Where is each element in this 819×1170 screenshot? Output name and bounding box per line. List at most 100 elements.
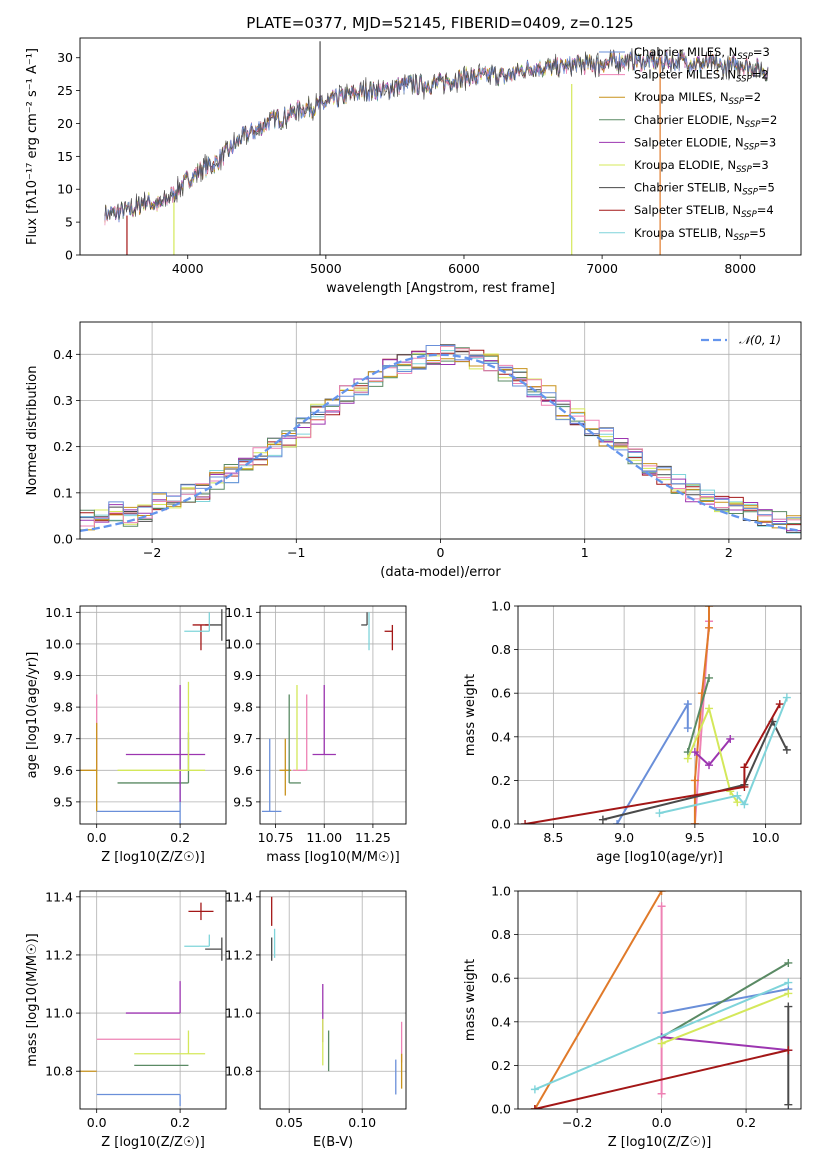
x-tick-label: 8.5 [543,830,563,845]
x-tick-label: 7000 [586,261,618,276]
y-tick-label: 9.6 [53,763,73,778]
x-axis-label: Z [log10(Z/Z☉)] [608,1135,712,1150]
data-point [293,694,308,771]
spectrum-line [104,48,769,221]
y-tick-label: 11.4 [225,889,253,904]
histogram-step [80,351,801,532]
x-tick-label: 10.0 [752,830,780,845]
y-tick-label: 10.1 [45,605,73,620]
series-line [659,697,788,815]
y-axis-label: Normed distribution [25,366,40,496]
data-marker [613,820,622,824]
x-tick-label: 11.25 [355,830,391,845]
y-axis-label: mass weight [463,674,478,756]
y-tick-label: 9.5 [53,794,73,809]
x-tick-label: 4000 [172,261,204,276]
y-tick-label: 9.6 [233,763,253,778]
data-marker [683,724,692,733]
y-tick-label: 0.1 [53,485,73,500]
legend-entry: Kroupa ELODIE, NSSP=3 [634,158,769,175]
y-tick-label: 11.0 [45,1006,73,1021]
data-point [134,1030,206,1055]
plot-area [521,606,791,824]
axes-frame [79,321,802,540]
y-tick-label: 1.0 [491,599,511,614]
data-point [188,902,214,921]
y-tick-label: 0.2 [491,1058,511,1073]
figure-title: PLATE=0377, MJD=52145, FIBERID=0409, z=0… [246,14,633,32]
x-tick-label: 0.10 [348,1115,376,1130]
plot-area [80,344,801,534]
x-tick-label: −0.2 [562,1115,592,1130]
data-marker [690,820,699,824]
data-marker [683,754,692,763]
axes-frame [79,37,802,256]
y-tick-label: 9.8 [233,700,253,715]
y-axis-label: Flux [fλ10⁻¹⁷ erg cm⁻² s⁻¹ A⁻¹] [25,48,40,245]
legend-entry: Chabrier STELIB, NSSP=5 [634,181,775,198]
x-tick-label: 10.75 [258,830,294,845]
data-point [96,1093,181,1107]
x-tick-label: 9.0 [614,830,634,845]
panel-massweight-vs-Z: −0.2 0.0 0.2 0.0 0.2 0.4 0.6 0.8 1.0 Z [log10(Z/Z… [463,884,802,1150]
histogram-step [80,345,801,527]
legend-entry: Salpeter STELIB, NSSP=4 [634,203,774,220]
x-tick-label: 5000 [310,261,342,276]
data-marker [530,1105,539,1109]
x-tick-label: 0.2 [736,1115,756,1130]
y-tick-label: 0.8 [491,642,511,657]
plot-area [104,41,769,255]
y-tick-label: 9.8 [53,700,73,715]
legend-entry: 𝒩(0, 1) [739,333,781,347]
y-axis-label: age [log10(age/yr)] [25,652,40,779]
y-tick-label: 9.7 [233,731,253,746]
data-marker [657,891,666,895]
data-marker [784,958,793,967]
y-tick-label: 10.0 [45,636,73,651]
y-tick-label: 11.0 [225,1006,253,1021]
y-tick-label: 10.8 [45,1064,73,1079]
y-tick-label: 10.8 [225,1064,253,1079]
data-point [288,694,301,784]
data-marker [705,673,714,682]
plot-area [271,896,403,1095]
x-axis-label: Z [log10(Z/Z☉)] [101,850,205,865]
data-marker [683,700,692,709]
panel-mass-vs-EBV: 0.05 0.10 10.8 11.0 11.2 11.4 E(B-V) [225,889,407,1150]
axes-frame [79,890,227,1110]
data-point [261,738,282,813]
y-tick-label: 0.4 [491,729,511,744]
series-line [661,962,789,1038]
series-line [534,1049,789,1109]
y-tick-label: 20 [57,116,73,131]
histogram-step [80,345,801,524]
x-tick-label: 0 [437,545,445,560]
x-axis-label: E(B-V) [313,1135,353,1150]
y-tick-label: 5 [65,215,73,230]
y-tick-label: 10.1 [225,605,253,620]
data-point [125,981,181,1014]
y-tick-label: 0.0 [491,817,511,832]
y-tick-label: 0.3 [53,393,73,408]
data-point [312,684,336,756]
legend-entry: Salpeter MILES, NSSP=2 [634,68,769,85]
y-tick-label: 15 [57,149,73,164]
y-tick-label: 0.4 [53,347,73,362]
y-tick-label: 9.7 [53,731,73,746]
x-tick-label: −1 [287,545,305,560]
data-marker [598,815,607,824]
data-marker [655,809,664,818]
y-tick-label: 0.2 [53,439,73,454]
data-point [184,612,210,632]
x-axis-label: age [log10(age/yr)] [596,850,723,865]
x-axis-label: mass [log10(M/M☉)] [266,850,399,865]
legend-entry: Salpeter ELODIE, NSSP=3 [634,135,776,152]
y-tick-label: 0.0 [53,532,73,547]
y-tick-label: 9.5 [233,794,253,809]
y-tick-label: 10.0 [225,636,253,651]
x-tick-label: 0.2 [170,830,190,845]
data-point [361,612,368,626]
plot-area [530,891,793,1109]
legend-entry: Kroupa MILES, NSSP=2 [634,90,761,107]
